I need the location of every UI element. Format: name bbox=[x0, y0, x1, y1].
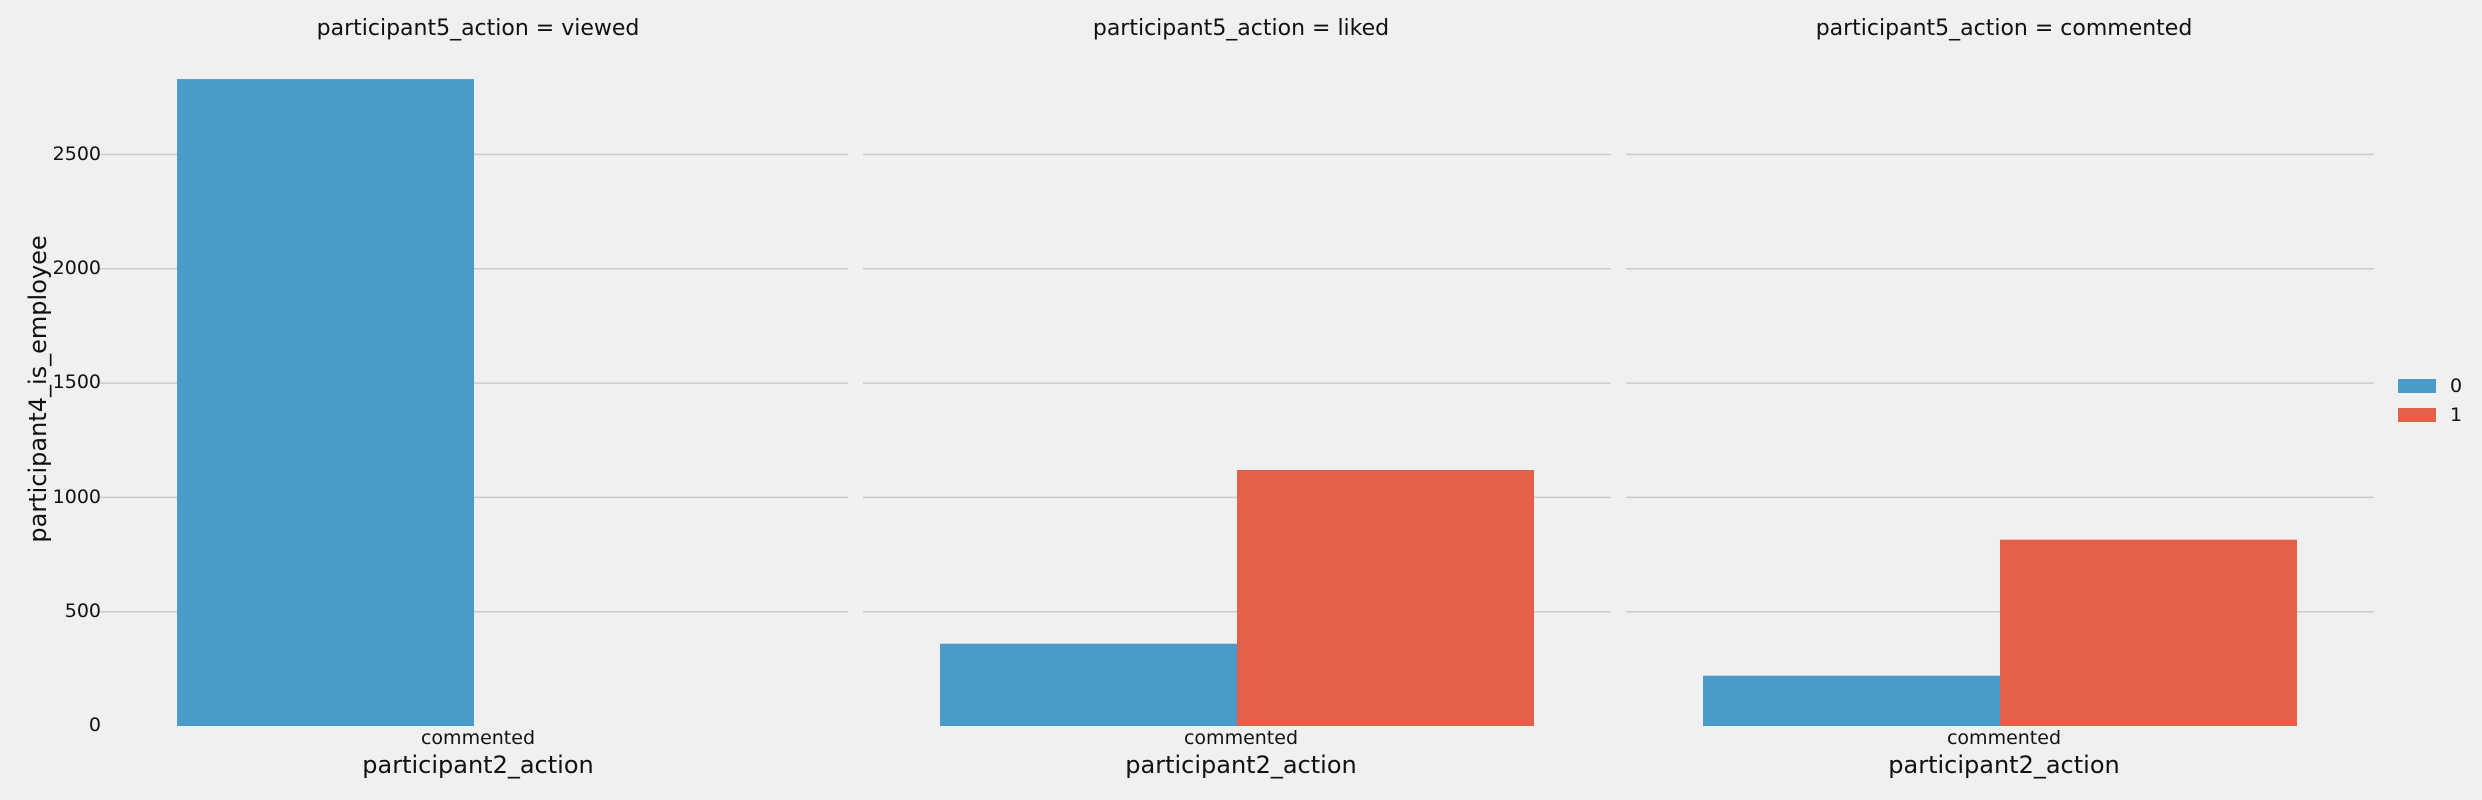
bar-panel2-series-1 bbox=[2000, 539, 2297, 726]
y-tick-label-1500: 1500 bbox=[52, 371, 101, 393]
y-tick-label-1000: 1000 bbox=[52, 486, 101, 508]
x-tick-label-commented-panel: commented bbox=[1946, 727, 2062, 749]
y-tick-label-500: 500 bbox=[64, 600, 101, 622]
x-axis-label-viewed-panel: participant2_action bbox=[362, 751, 594, 779]
y-tick-label-2500: 2500 bbox=[52, 143, 101, 165]
y-axis-label: participant4_is_employee bbox=[24, 235, 52, 543]
x-tick-label-liked-panel: commented bbox=[1183, 727, 1299, 749]
bar-panel0-series-0 bbox=[177, 79, 474, 726]
legend-item-0: 0 bbox=[2398, 371, 2462, 400]
bar-panel2-series-0 bbox=[1703, 675, 2000, 726]
legend-label-0: 0 bbox=[2450, 374, 2463, 397]
panel-title-viewed: participant5_action = viewed bbox=[316, 16, 640, 41]
panel-title-commented: participant5_action = commented bbox=[1815, 16, 2193, 41]
legend-swatch-1 bbox=[2398, 407, 2436, 422]
bar-panel1-series-1 bbox=[1237, 469, 1534, 726]
y-tick-label-0: 0 bbox=[88, 714, 101, 736]
bar-panel1-series-0 bbox=[940, 643, 1237, 726]
y-tick-label-2000: 2000 bbox=[52, 257, 101, 279]
x-axis-label-commented-panel: participant2_action bbox=[1888, 751, 2120, 779]
panel-title-liked: participant5_action = liked bbox=[1092, 16, 1390, 41]
legend: 0 1 bbox=[2398, 371, 2462, 429]
x-tick-label-viewed-panel: commented bbox=[420, 727, 536, 749]
x-axis-label-liked-panel: participant2_action bbox=[1125, 751, 1357, 779]
legend-swatch-0 bbox=[2398, 378, 2436, 393]
legend-label-1: 1 bbox=[2450, 403, 2463, 426]
legend-item-1: 1 bbox=[2398, 400, 2462, 429]
